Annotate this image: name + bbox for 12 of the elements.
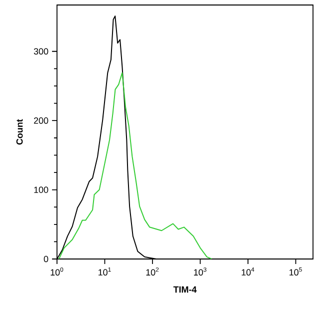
y-axis-title: Count	[16, 119, 23, 145]
x-tick-label: 10$^{0}$	[50, 268, 64, 276]
y-tick-label: 200	[34, 117, 48, 124]
x-tick-label: 10$^{2}$	[146, 268, 159, 276]
x-tick-label: 10$^{5}$	[290, 268, 302, 276]
x-tick-label: 10$^{4}$	[242, 268, 254, 276]
x-tick-label: 10$^{1}$	[98, 268, 111, 276]
x-axis-title: TIM-4	[173, 286, 197, 293]
x-tick-label: 10$^{3}$	[194, 268, 206, 276]
y-tick-label: 100	[34, 186, 48, 193]
y-tick-label: 0	[44, 256, 48, 262]
y-tick-label: 300	[34, 48, 48, 55]
